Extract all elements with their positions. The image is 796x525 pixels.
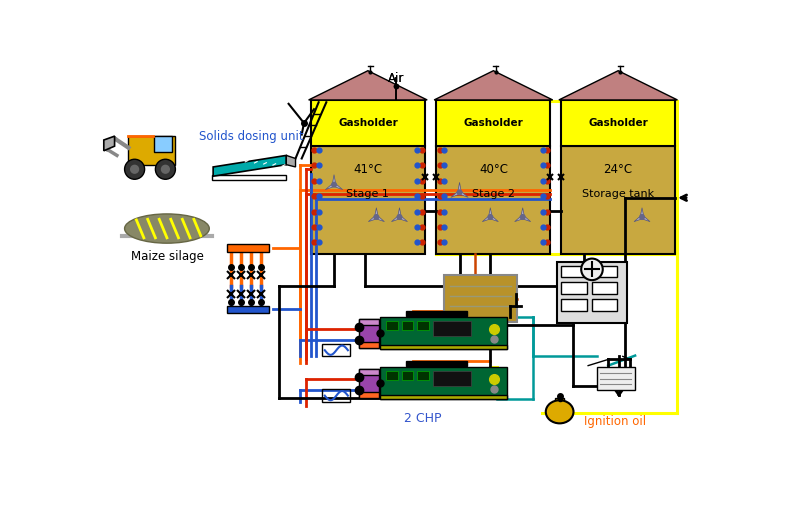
Circle shape (130, 165, 139, 174)
Circle shape (397, 215, 402, 219)
Polygon shape (103, 136, 115, 151)
Polygon shape (369, 217, 376, 222)
Text: 40°C: 40°C (479, 163, 508, 176)
FancyBboxPatch shape (386, 321, 398, 330)
FancyBboxPatch shape (311, 100, 425, 146)
Text: Gasholder: Gasholder (338, 118, 398, 128)
FancyBboxPatch shape (360, 342, 379, 348)
Polygon shape (491, 217, 498, 222)
FancyBboxPatch shape (360, 369, 379, 375)
FancyBboxPatch shape (380, 317, 507, 350)
FancyBboxPatch shape (436, 146, 550, 254)
FancyBboxPatch shape (561, 282, 587, 294)
FancyBboxPatch shape (380, 395, 507, 400)
Polygon shape (643, 217, 650, 222)
Text: Solids dosing unit: Solids dosing unit (199, 130, 304, 143)
FancyBboxPatch shape (360, 392, 379, 398)
Polygon shape (524, 217, 531, 222)
Polygon shape (377, 217, 384, 222)
FancyBboxPatch shape (380, 345, 507, 350)
FancyBboxPatch shape (561, 146, 675, 254)
Text: Gasholder: Gasholder (588, 118, 648, 128)
Circle shape (374, 215, 379, 219)
FancyBboxPatch shape (592, 299, 618, 311)
Polygon shape (559, 71, 677, 100)
Polygon shape (333, 175, 336, 183)
Polygon shape (482, 217, 490, 222)
Polygon shape (400, 217, 408, 222)
Polygon shape (398, 208, 401, 215)
Polygon shape (458, 182, 461, 191)
FancyBboxPatch shape (592, 282, 618, 294)
Circle shape (640, 215, 644, 219)
FancyBboxPatch shape (417, 371, 429, 380)
Polygon shape (213, 155, 287, 176)
Circle shape (521, 215, 525, 219)
FancyBboxPatch shape (557, 261, 626, 323)
Ellipse shape (125, 214, 209, 243)
Polygon shape (392, 217, 399, 222)
Text: 24°C: 24°C (603, 163, 633, 176)
Polygon shape (287, 155, 295, 167)
FancyBboxPatch shape (561, 266, 587, 277)
Text: 41°C: 41°C (353, 163, 382, 176)
Text: Stage 1: Stage 1 (346, 188, 389, 198)
Text: Gasholder: Gasholder (463, 118, 523, 128)
Polygon shape (451, 192, 458, 197)
Polygon shape (335, 184, 343, 190)
Ellipse shape (546, 400, 573, 423)
Circle shape (155, 159, 175, 179)
Polygon shape (309, 71, 427, 100)
Text: Ignition oil: Ignition oil (584, 415, 646, 427)
FancyBboxPatch shape (406, 311, 467, 317)
FancyBboxPatch shape (596, 367, 635, 390)
Polygon shape (489, 208, 492, 215)
FancyBboxPatch shape (417, 321, 429, 330)
FancyBboxPatch shape (311, 146, 425, 254)
FancyBboxPatch shape (227, 306, 269, 313)
Polygon shape (375, 208, 378, 215)
FancyBboxPatch shape (386, 371, 398, 380)
FancyBboxPatch shape (555, 398, 564, 407)
Text: 2 CHP: 2 CHP (404, 412, 442, 425)
FancyBboxPatch shape (212, 175, 286, 180)
FancyBboxPatch shape (432, 371, 471, 386)
Circle shape (161, 165, 170, 174)
Polygon shape (326, 184, 334, 190)
FancyBboxPatch shape (360, 319, 379, 348)
Polygon shape (128, 136, 174, 165)
FancyBboxPatch shape (561, 100, 675, 146)
Polygon shape (521, 208, 524, 215)
FancyBboxPatch shape (444, 275, 517, 322)
Text: Manure: Manure (458, 332, 503, 345)
Text: Air: Air (388, 72, 404, 85)
FancyBboxPatch shape (592, 266, 618, 277)
Circle shape (125, 159, 145, 179)
FancyBboxPatch shape (436, 100, 550, 146)
FancyBboxPatch shape (227, 244, 269, 251)
FancyBboxPatch shape (360, 319, 379, 325)
Polygon shape (641, 208, 643, 215)
FancyBboxPatch shape (402, 321, 413, 330)
FancyBboxPatch shape (380, 367, 507, 400)
FancyBboxPatch shape (402, 371, 413, 380)
Circle shape (332, 182, 337, 187)
FancyBboxPatch shape (561, 299, 587, 311)
Polygon shape (515, 217, 522, 222)
Circle shape (457, 190, 462, 195)
Text: Stage 2: Stage 2 (472, 188, 515, 198)
Text: Air: Air (388, 72, 404, 85)
Text: Maize silage: Maize silage (131, 250, 203, 263)
FancyBboxPatch shape (432, 321, 471, 337)
Polygon shape (434, 71, 552, 100)
Polygon shape (634, 217, 642, 222)
Circle shape (581, 259, 603, 280)
Polygon shape (460, 192, 468, 197)
FancyBboxPatch shape (406, 361, 467, 366)
Text: Storage tank: Storage tank (582, 188, 654, 198)
Circle shape (488, 215, 493, 219)
FancyBboxPatch shape (360, 369, 379, 398)
FancyBboxPatch shape (154, 136, 172, 152)
